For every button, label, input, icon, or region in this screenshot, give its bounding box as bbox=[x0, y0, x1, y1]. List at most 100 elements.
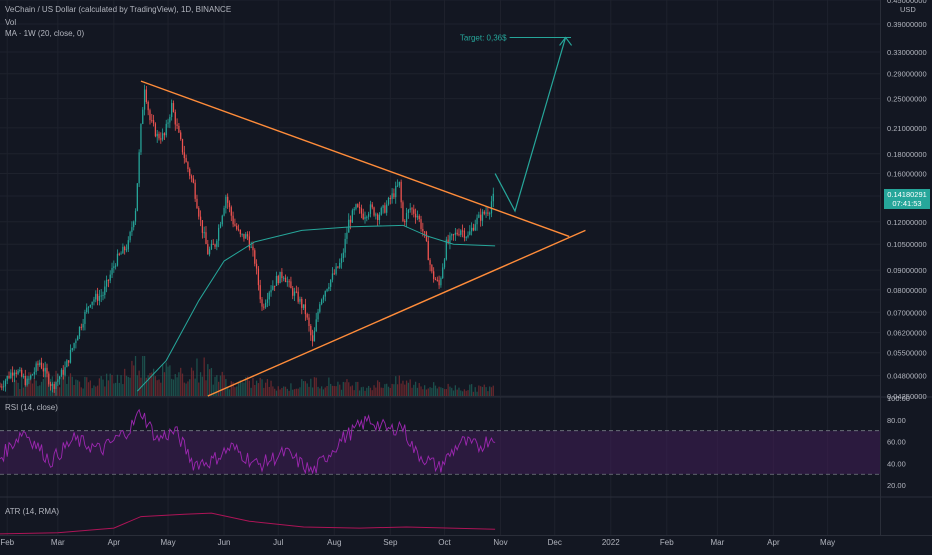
volume-bar bbox=[326, 385, 328, 396]
candle-body bbox=[133, 221, 135, 228]
candle-body bbox=[189, 168, 191, 176]
volume-bar bbox=[321, 386, 323, 396]
candle-body bbox=[84, 311, 86, 324]
volume-bar bbox=[64, 373, 66, 396]
atr-panel bbox=[0, 512, 496, 535]
candle-body bbox=[143, 89, 146, 110]
volume-bar bbox=[377, 380, 379, 396]
candle-body bbox=[429, 260, 431, 265]
volume-bar bbox=[481, 386, 484, 396]
atr-legend[interactable]: ATR (14, RMA) bbox=[5, 507, 60, 516]
volume-bar bbox=[458, 387, 460, 396]
candle-body bbox=[378, 214, 381, 221]
volume-bar bbox=[375, 387, 377, 396]
volume-bar bbox=[342, 381, 344, 396]
candle-body bbox=[252, 246, 254, 251]
volume-bar bbox=[87, 382, 90, 396]
volume-bar bbox=[26, 378, 28, 396]
candle-body bbox=[272, 285, 274, 290]
rsi-legend[interactable]: RSI (14, close) bbox=[5, 403, 58, 412]
candle-body bbox=[259, 285, 261, 300]
candle-body bbox=[234, 224, 236, 226]
volume-bar bbox=[13, 379, 16, 396]
rsi-tick-label: 20.00 bbox=[887, 481, 906, 490]
candle-body bbox=[460, 230, 462, 235]
volume-bar bbox=[152, 368, 155, 396]
time-tick-label: Jul bbox=[273, 538, 283, 547]
price-tick-label: 0.33000000 bbox=[887, 48, 927, 57]
candle-body bbox=[344, 238, 346, 253]
candle-body bbox=[349, 219, 352, 223]
volume-bar bbox=[346, 379, 348, 396]
time-tick-label: Mar bbox=[710, 538, 724, 547]
volume-bar bbox=[380, 387, 382, 396]
symbol-legend[interactable]: VeChain / US Dollar (calculated by Tradi… bbox=[5, 5, 232, 14]
volume-bar bbox=[299, 387, 301, 396]
volume-bar bbox=[373, 385, 375, 396]
volume-bar bbox=[418, 383, 420, 396]
candle-body bbox=[295, 291, 297, 293]
candle-body bbox=[324, 291, 326, 297]
candle-body bbox=[431, 264, 433, 272]
volume-bar bbox=[301, 379, 303, 396]
candle-body bbox=[357, 204, 359, 208]
volume-bar bbox=[382, 387, 384, 396]
volume-bar bbox=[357, 381, 359, 396]
volume-bar bbox=[138, 370, 140, 396]
volume-bar bbox=[105, 373, 108, 396]
candle-body bbox=[342, 252, 344, 259]
candle-body bbox=[393, 193, 395, 198]
candle-body bbox=[1, 386, 3, 388]
volume-bar bbox=[324, 387, 326, 396]
candle-body bbox=[469, 231, 471, 235]
volume-bar bbox=[62, 376, 64, 396]
candle-body bbox=[422, 229, 424, 232]
candle-body bbox=[398, 181, 400, 186]
candle-body bbox=[178, 125, 180, 133]
candle-body bbox=[463, 230, 466, 238]
volume-bar bbox=[35, 380, 37, 396]
candle-body bbox=[313, 331, 316, 342]
volume-bar bbox=[460, 390, 462, 396]
volume-bar bbox=[250, 387, 252, 396]
candle-body bbox=[115, 265, 117, 267]
candle-body bbox=[246, 234, 249, 237]
volume-bar bbox=[313, 377, 316, 396]
candle-body bbox=[447, 239, 449, 243]
candle-body bbox=[149, 110, 151, 121]
volume-bar bbox=[243, 382, 245, 396]
candle-body bbox=[319, 304, 321, 312]
volume-bar bbox=[452, 390, 455, 396]
volume-bar bbox=[349, 386, 352, 396]
candle-body bbox=[42, 368, 44, 372]
volume-bar bbox=[214, 376, 216, 396]
candle-body bbox=[152, 120, 155, 124]
candle-body bbox=[208, 249, 211, 255]
candle-body bbox=[481, 211, 484, 221]
candle-body bbox=[268, 292, 270, 300]
candle-body bbox=[154, 123, 157, 137]
candle-body bbox=[194, 182, 196, 199]
drawing-layer[interactable]: Target: 0,36$ bbox=[140, 33, 586, 397]
candle-body bbox=[255, 263, 258, 269]
volume-bar bbox=[107, 380, 110, 396]
volume-bar bbox=[311, 387, 314, 396]
volume-bar bbox=[340, 389, 343, 396]
volume-legend[interactable]: Vol bbox=[5, 18, 17, 27]
volume-bar bbox=[171, 378, 173, 396]
candle-body bbox=[377, 214, 379, 221]
candle-body bbox=[118, 253, 120, 255]
ma-legend[interactable]: MA · 1W (20, close, 0) bbox=[5, 29, 85, 38]
volume-bar bbox=[142, 356, 144, 396]
volume-bar bbox=[407, 382, 410, 396]
candle-body bbox=[24, 375, 26, 386]
candle-body bbox=[227, 196, 229, 203]
volume-bar bbox=[28, 372, 30, 396]
candle-body bbox=[236, 225, 238, 230]
volume-bar bbox=[304, 381, 307, 396]
volume-bar bbox=[169, 365, 171, 396]
volume-bar bbox=[396, 384, 399, 396]
candle-body bbox=[58, 376, 61, 380]
